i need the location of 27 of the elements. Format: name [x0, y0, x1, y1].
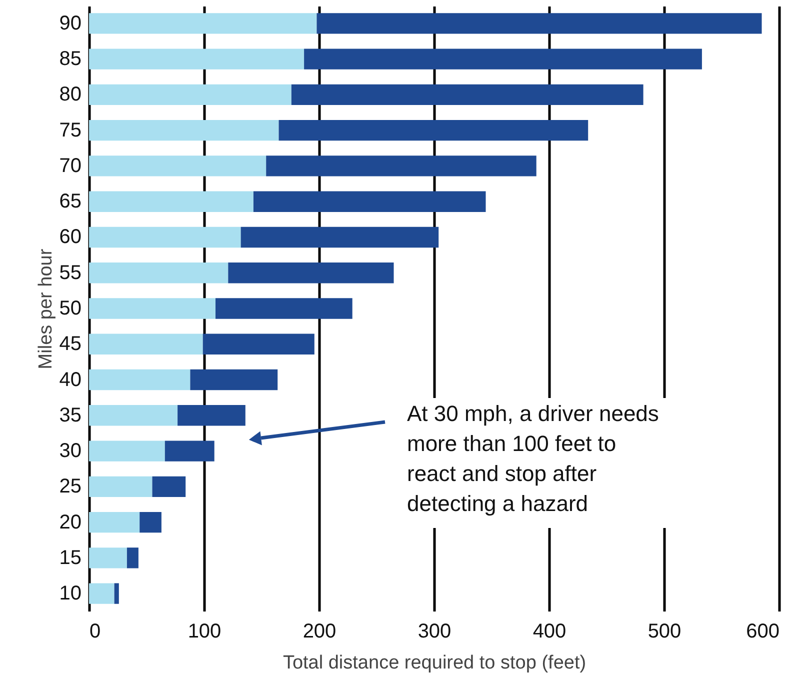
y-tick-label: 25 — [59, 476, 82, 498]
x-axis-title: Total distance required to stop (feet) — [282, 652, 586, 674]
x-tick-label: 600 — [746, 620, 780, 642]
y-tick-label: 30 — [59, 440, 82, 462]
y-tick-label: 75 — [59, 119, 82, 142]
y-tick-label: 50 — [59, 298, 82, 320]
y-tick-label: 35 — [59, 404, 82, 426]
y-tick-label: 55 — [59, 262, 82, 284]
x-tick-label: 200 — [302, 620, 336, 642]
x-tick-label: 0 — [90, 620, 101, 642]
x-tick-label: 300 — [418, 620, 452, 642]
y-tick-label: 65 — [59, 190, 82, 213]
y-tick-label: 40 — [59, 368, 82, 391]
y-tick-label: 60 — [59, 226, 82, 248]
x-tick-label: 400 — [532, 620, 566, 642]
y-tick-label: 70 — [59, 154, 82, 177]
y-tick-label: 15 — [59, 546, 82, 569]
y-tick-label: 10 — [59, 582, 82, 605]
y-tick-label: 85 — [59, 48, 82, 70]
y-tick-label: 20 — [59, 511, 82, 534]
x-tick-label: 500 — [648, 620, 682, 642]
y-tick-label: 80 — [59, 84, 82, 106]
y-tick-label: 45 — [59, 333, 82, 356]
x-tick-label: 100 — [188, 620, 222, 642]
y-axis-title: Miles per hour — [35, 248, 56, 370]
annotation: At 30 mph, a driver needs more than 100 feet to react and stop after detecting a hazard — [407, 401, 659, 516]
y-tick-label: 90 — [59, 12, 82, 34]
